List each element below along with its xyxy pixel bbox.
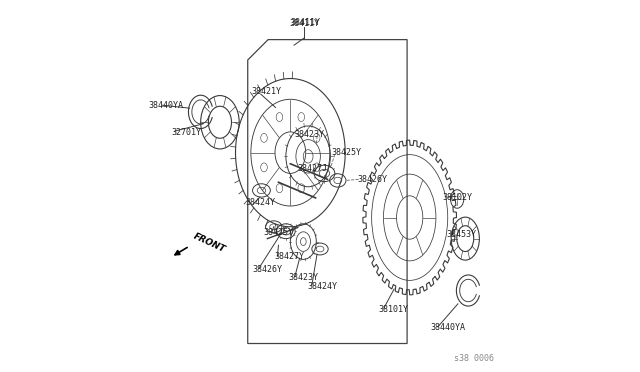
- Text: 38423Y: 38423Y: [289, 273, 319, 282]
- Text: 38424Y: 38424Y: [245, 198, 275, 207]
- Text: 38101Y: 38101Y: [378, 305, 408, 314]
- Text: 38426Y: 38426Y: [253, 265, 282, 274]
- Text: 38440YA: 38440YA: [148, 101, 184, 110]
- Text: 38427Y: 38427Y: [275, 252, 305, 261]
- Text: 38411Y: 38411Y: [290, 19, 319, 28]
- Text: 38425Y: 38425Y: [331, 148, 361, 157]
- Text: 38440YA: 38440YA: [431, 323, 465, 332]
- Text: 38453Y: 38453Y: [446, 230, 476, 240]
- Text: s38 0006: s38 0006: [454, 354, 494, 363]
- Text: 38427J: 38427J: [298, 164, 328, 173]
- Text: 32701Y: 32701Y: [172, 128, 202, 137]
- Text: 38411Y: 38411Y: [291, 19, 321, 28]
- Text: 38102Y: 38102Y: [442, 193, 472, 202]
- Text: 38421Y: 38421Y: [252, 87, 282, 96]
- Text: 38425Y: 38425Y: [264, 228, 294, 237]
- Text: FRONT: FRONT: [192, 232, 227, 255]
- Text: 38424Y: 38424Y: [307, 282, 337, 291]
- Text: 38426Y: 38426Y: [357, 175, 387, 184]
- Text: 38423Y: 38423Y: [294, 129, 324, 139]
